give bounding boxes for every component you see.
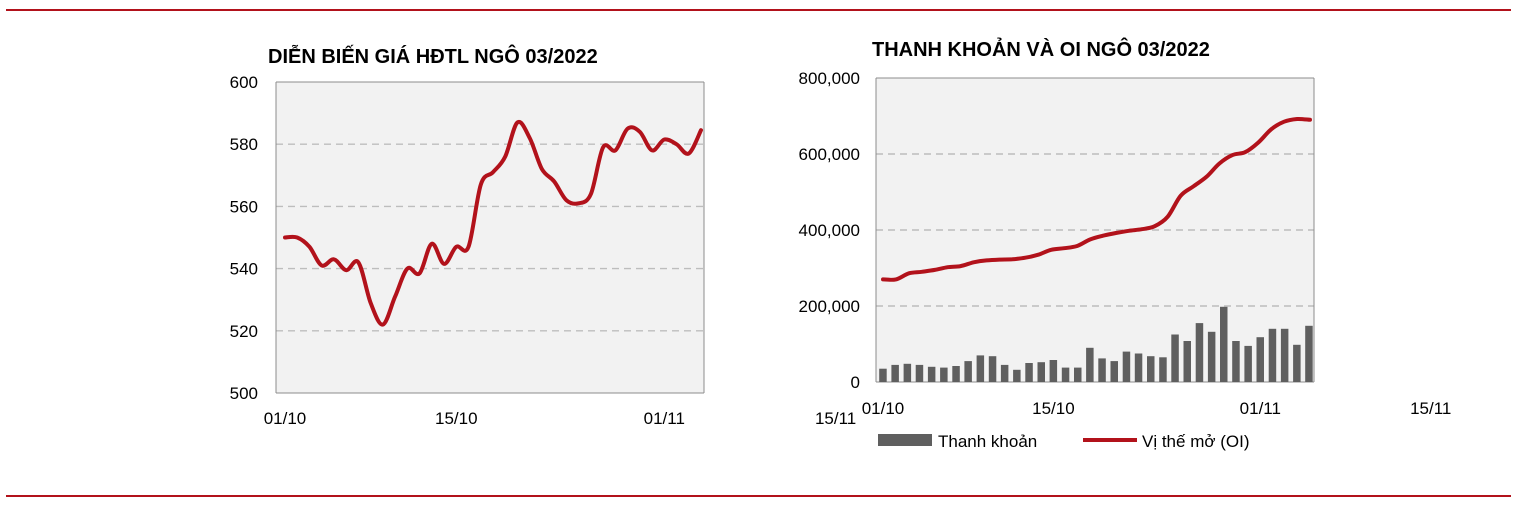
liquidity-bar [1244,345,1252,382]
price-y-tick-label: 580 [230,135,258,154]
liquidity-bar [1074,367,1082,382]
oi-series-line [881,116,1312,282]
liquidity-bar [1207,331,1216,382]
liquidity-bar [964,361,972,382]
liquidity-bar [903,363,912,382]
liquidity-bar [1305,325,1313,382]
price-x-tick-label: 15/10 [435,409,478,428]
liquidity-y-tick-label: 600,000 [799,145,860,164]
liquidity-x-tick-label: 15/10 [1032,399,1075,418]
price-x-tick-label: 01/11 [644,409,685,428]
liquidity-bar [1061,367,1070,382]
liquidity-bar [1268,328,1277,382]
liquidity-bar [1171,334,1179,382]
liquidity-bar [988,356,997,382]
liquidity-y-tick-label: 200,000 [799,297,860,316]
liquidity-bar [1000,364,1009,382]
price-y-tick-label: 560 [230,197,258,216]
liquidity-y-tick-label: 400,000 [799,221,860,240]
price-y-tick-label: 500 [230,384,258,403]
top-rule [6,9,1511,11]
liquidity-chart-title: THANH KHOẢN VÀ OI NGÔ 03/2022 [872,39,1210,61]
liquidity-bar [891,364,899,382]
liquidity-bar [1220,306,1228,382]
price-y-tick-label: 520 [230,322,258,341]
liquidity-bar [940,367,948,382]
liquidity-bar [1293,344,1301,382]
liquidity-bar [1013,369,1021,382]
liquidity-y-tick-label: 800,000 [799,69,860,88]
liquidity-bar [1147,356,1155,382]
liquidity-bar [1280,328,1289,382]
liquidity-bar [879,368,887,382]
liquidity-bar [1122,351,1131,382]
price-chart-title: DIỄN BIẾN GIÁ HĐTL NGÔ 03/2022 [268,46,598,68]
liquidity-bar [1110,361,1118,382]
liquidity-bar [927,366,936,382]
liquidity-bar [1134,353,1143,382]
price-y-tick-label: 540 [230,260,258,279]
liquidity-bar [1049,360,1058,382]
liquidity-bar [1183,341,1191,382]
price-series-line [283,119,703,327]
liquidity-x-tick-label: 15/11 [1410,399,1451,418]
price-plot-area [276,82,704,393]
liquidity-bar [1086,347,1094,382]
liquidity-x-tick-label: 01/10 [862,399,905,418]
liquidity-bar [1195,323,1204,382]
price-y-tick-label: 600 [230,73,258,92]
liquidity-x-tick-label: 01/11 [1240,399,1281,418]
liquidity-bar [1256,337,1264,382]
liquidity-bar [1098,358,1106,382]
legend-line-label: Vị thế mở (OI) [1142,432,1250,451]
bottom-rule [6,495,1511,497]
legend-bar-swatch [878,434,932,446]
price-x-tick-label: 15/11 [815,409,856,428]
liquidity-y-tick-label: 0 [851,373,860,392]
liquidity-bar [1025,363,1033,382]
liquidity-bar [1159,357,1167,382]
liquidity-bar [952,366,960,382]
liquidity-bar [915,364,924,382]
liquidity-bar [976,355,985,382]
liquidity-bar [1232,341,1240,382]
liquidity-bar [1037,362,1045,382]
legend-bar-label: Thanh khoản [938,432,1037,451]
price-x-tick-label: 01/10 [264,409,307,428]
